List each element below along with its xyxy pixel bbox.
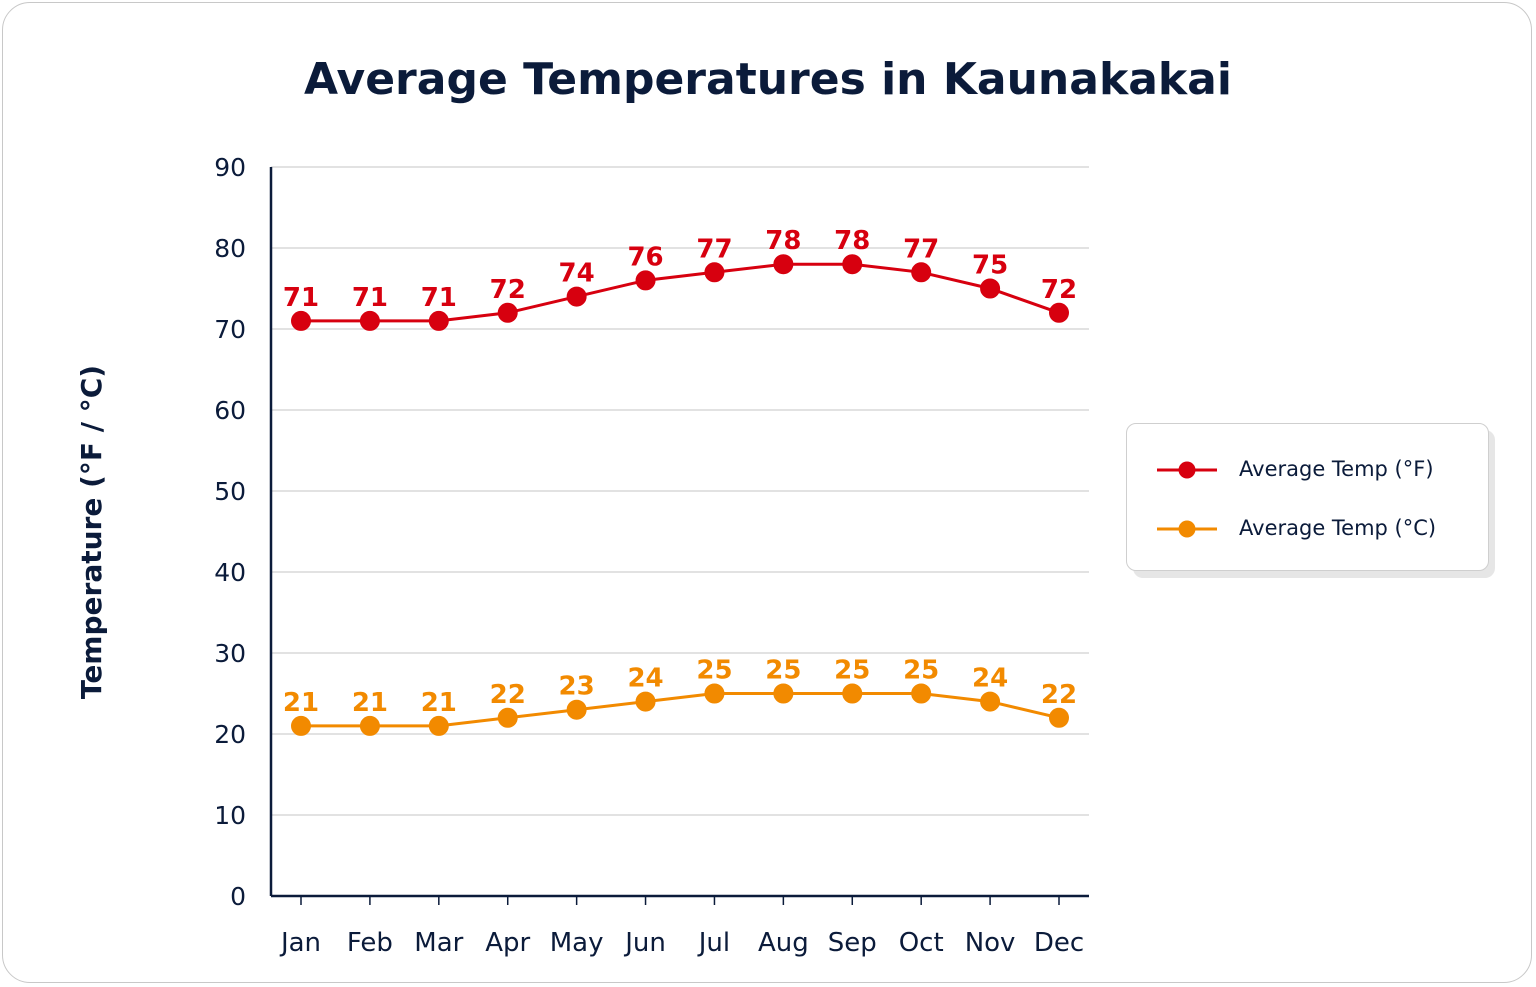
data-point: [704, 683, 725, 704]
data-point: [1049, 707, 1069, 728]
legend-swatch-fahrenheit: [1157, 461, 1217, 479]
data-label: 77: [903, 234, 939, 264]
legend-item-fahrenheit: Average Temp (°F): [1127, 455, 1488, 485]
y-tick-label: 0: [230, 882, 246, 911]
data-point: [291, 310, 311, 331]
x-tick-label: Jul: [697, 928, 730, 958]
data-label: 22: [1041, 680, 1077, 710]
x-tick-label: Feb: [347, 928, 393, 958]
line-chart: Average Temperatures in Kaunakakai 0 10 20 3…: [75, 54, 1232, 958]
data-label: 71: [421, 283, 457, 313]
data-point: [566, 699, 587, 720]
data-label: 25: [696, 656, 732, 686]
data-point: [635, 270, 656, 291]
data-label: 24: [972, 664, 1008, 694]
data-label: 72: [490, 275, 526, 305]
x-tick-label: Aug: [758, 928, 809, 958]
data-label: 22: [490, 680, 526, 710]
legend-item-celsius: Average Temp (°C): [1127, 514, 1488, 544]
data-label: 72: [1041, 275, 1077, 305]
data-point: [773, 683, 794, 704]
data-label: 71: [352, 283, 388, 313]
x-tick-label: Oct: [899, 928, 944, 958]
data-point: [428, 310, 449, 331]
y-axis-label: Temperature (°F / °C): [75, 365, 108, 699]
data-point: [842, 683, 863, 704]
data-label: 74: [559, 259, 595, 289]
chart-title: Average Temperatures in Kaunakakai: [304, 54, 1232, 105]
data-label: 25: [765, 656, 801, 686]
data-point: [911, 262, 932, 283]
legend-label-celsius: Average Temp (°C): [1239, 516, 1437, 540]
series-line-0: [301, 262, 1060, 323]
data-label: 25: [834, 656, 870, 686]
data-label: 23: [559, 672, 595, 702]
data-point: [980, 691, 1001, 712]
y-tick-label: 50: [214, 477, 246, 506]
data-point: [980, 278, 1001, 299]
data-point: [704, 262, 725, 283]
data-label: 78: [765, 226, 801, 256]
data-point: [497, 302, 518, 323]
data-point: [842, 254, 863, 275]
data-point: [1049, 302, 1069, 323]
x-tick-label: Jun: [623, 928, 666, 958]
data-point: [497, 707, 518, 728]
x-tick-label: Sep: [828, 928, 877, 958]
data-point: [911, 683, 932, 704]
x-tick-label: Jan: [279, 928, 321, 958]
data-label: 76: [627, 242, 663, 272]
data-point: [359, 310, 380, 331]
data-point: [773, 254, 794, 275]
data-point: [291, 715, 311, 736]
data-label: 71: [283, 283, 319, 313]
data-label: 24: [627, 664, 663, 694]
y-tick-label: 60: [214, 396, 246, 425]
x-tick-label: Apr: [485, 928, 530, 958]
data-label: 75: [972, 251, 1008, 281]
data-label: 21: [283, 688, 319, 718]
data-point: [428, 715, 449, 736]
legend-swatch-celsius: [1157, 520, 1217, 538]
data-point: [566, 286, 587, 307]
y-tick-label: 30: [214, 639, 246, 668]
legend-label-fahrenheit: Average Temp (°F): [1239, 457, 1434, 481]
x-tick-label: Nov: [965, 928, 1016, 958]
y-tick-label: 20: [214, 720, 246, 749]
data-label: 21: [421, 688, 457, 718]
data-label: 77: [696, 234, 732, 264]
y-tick-label: 40: [214, 558, 246, 587]
x-tick-label: May: [550, 928, 604, 958]
data-label: 21: [352, 688, 388, 718]
data-point: [359, 715, 380, 736]
data-label: 25: [903, 656, 939, 686]
data-label: 78: [834, 226, 870, 256]
y-tick-label: 10: [214, 801, 246, 830]
data-point: [635, 691, 656, 712]
x-tick-label: Mar: [414, 928, 463, 958]
y-tick-label: 80: [214, 234, 246, 263]
y-tick-label: 90: [214, 153, 246, 182]
x-tick-label: Dec: [1034, 928, 1084, 958]
y-tick-label: 70: [214, 315, 246, 344]
legend: Average Temp (°F) Average Temp (°C): [1126, 423, 1489, 571]
series-line-1: [301, 692, 1060, 728]
